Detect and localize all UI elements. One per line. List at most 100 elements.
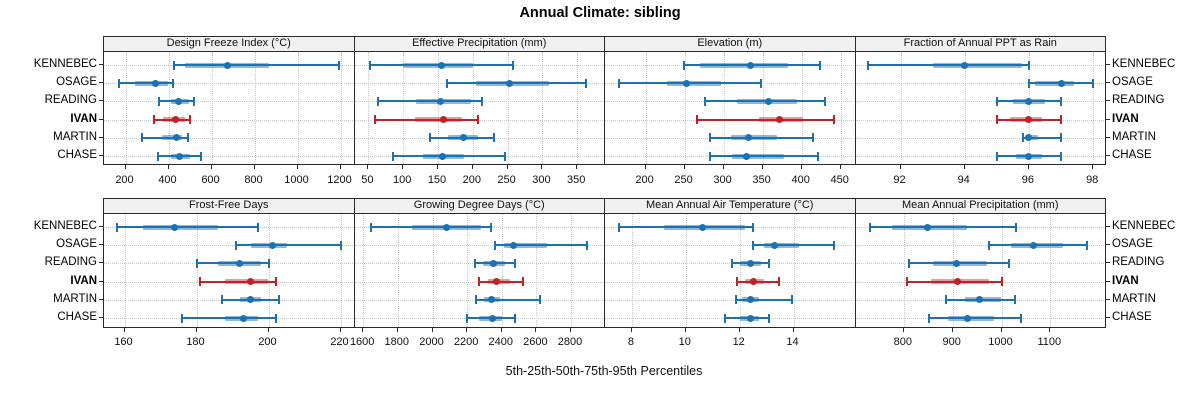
tick-mark [466,328,468,332]
panel-strip-label: Frost-Free Days [189,199,269,211]
gridline-h [104,156,354,157]
whisker-cap [867,60,870,70]
tick-label: 200 [462,174,481,186]
tick-mark [124,165,126,169]
row-tick-mark [1106,244,1110,246]
whisker-cap [824,96,827,106]
whisker-cap [513,258,516,268]
tick-label: 12 [732,336,745,348]
gridline-v [840,52,842,164]
whisker-cap [585,78,588,88]
tick-label: 2600 [523,336,548,348]
whisker-line [173,64,340,66]
gridline-v [739,214,741,327]
median-dot [247,278,254,286]
tick-label: 180 [186,336,205,348]
tick-mark [683,165,685,169]
panel-strip: Growing Degree Days (°C) [353,198,605,214]
gridline-v [363,214,365,327]
whisker-cap [474,295,477,305]
panel [103,51,355,165]
whisker-cap [186,133,189,143]
tick-label: 400 [791,174,810,186]
whisker-cap [368,60,371,70]
whisker-line [371,226,492,228]
whisker-line [377,100,482,103]
gridline-h [855,119,1106,121]
gridline-v [340,52,342,164]
whisker-line [735,298,793,301]
whisker-line [710,155,819,157]
tick-label: 1200 [327,174,352,186]
tick-mark [1049,328,1051,332]
gridline-v [685,214,687,327]
station-label-right: IVAN [1112,112,1139,125]
whisker-line [710,136,813,139]
whisker-line [989,244,1087,247]
tick-mark [402,165,404,169]
panel [353,213,605,328]
whisker-cap [267,258,270,268]
gridline-v [507,52,509,164]
median-dot [236,259,244,267]
whisker-cap [1092,78,1095,88]
gridline-v [432,214,434,327]
whisker-cap [945,295,948,305]
gridline-v [125,52,127,164]
tick-label: 150 [427,174,447,186]
station-label-left: IVAN [70,112,97,125]
whisker-cap [446,78,448,88]
tick-mark [761,165,763,169]
tick-label: 220 [330,336,349,348]
tick-label: 400 [158,174,177,186]
median-dot [1057,79,1065,87]
gridline-v [472,52,474,164]
median-dot [1025,116,1033,124]
whisker-line [697,118,835,121]
row-tick-mark [1106,82,1110,84]
gridline-v [168,52,170,164]
median-dot [765,97,773,105]
whisker-cap [752,222,755,232]
tick-label: 2400 [488,336,514,348]
whisker-cap [617,222,620,232]
gridline-h [855,83,1106,85]
whisker-cap [1007,258,1010,268]
whisker-line [737,280,779,283]
whisker-line [200,280,276,283]
gridline-v [536,214,538,327]
gridline-v [900,52,902,164]
panel-strip: Mean Annual Air Temperature (°C) [604,198,856,214]
row-tick-mark [99,226,103,227]
tick-mark [570,328,571,332]
whisker-cap [493,133,496,143]
whisker-cap [256,222,259,232]
panel-strip-label: Elevation (m) [697,37,763,49]
median-dot [954,278,962,286]
station-label-left: CHASE [57,149,97,161]
station-label-left: OSAGE [56,238,97,251]
tick-label: 8 [627,336,634,348]
whisker-line [475,298,540,301]
gridline-v [211,52,213,164]
whisker-cap [730,258,733,268]
whisker-cap [181,313,184,323]
row-tick-mark [99,317,103,318]
whisker-cap [682,60,685,70]
tick-mark [500,328,502,332]
tick-label: 160 [114,336,133,348]
station-label-left: READING [44,256,97,269]
whisker-cap [833,240,835,250]
tick-label: 2000 [419,336,444,348]
whisker-cap [140,133,143,143]
tick-mark [902,328,904,332]
x-axis-label: 5th-25th-50th-75th-95th Percentiles [505,364,703,378]
whisker-cap [995,151,998,161]
median-dot [952,259,960,267]
panel-strip-label: Effective Precipitation (mm) [412,37,547,49]
tick-label: 450 [830,174,849,186]
whisker-line [929,317,1021,319]
whisker-cap [1027,78,1030,88]
tick-mark [339,165,341,169]
whisker-cap [768,313,771,323]
